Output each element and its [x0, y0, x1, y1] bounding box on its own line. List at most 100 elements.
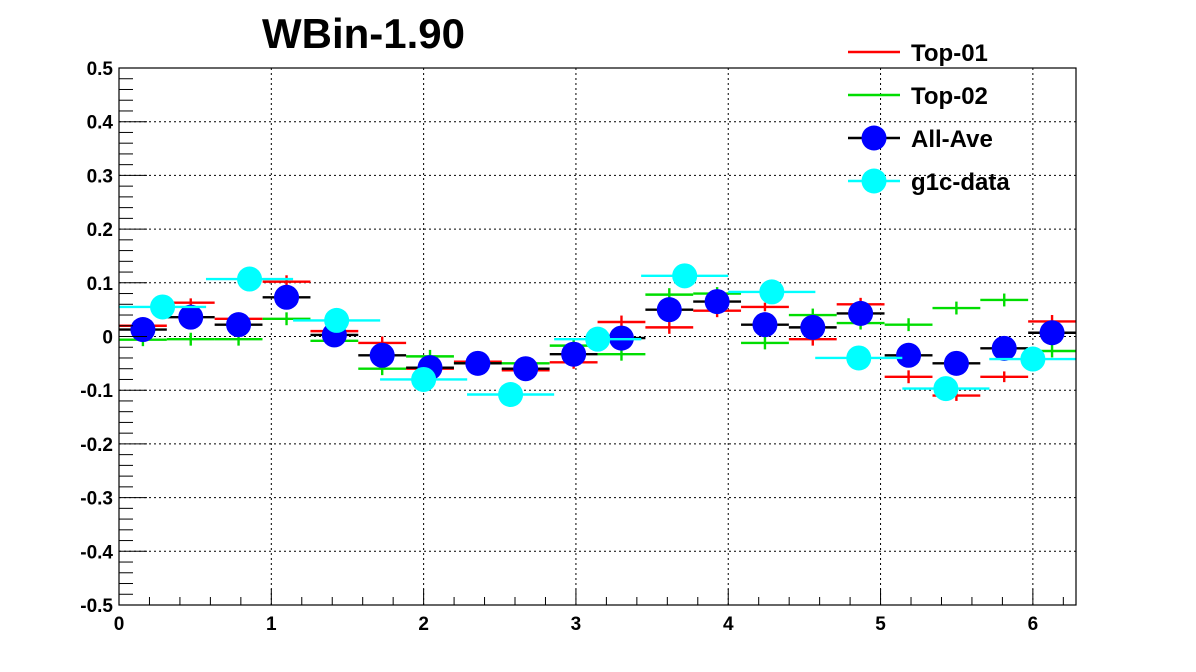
x-tick-label: 2 [418, 614, 429, 635]
data-point [262, 284, 311, 310]
legend-item-top-01: Top-01 [848, 40, 988, 67]
data-point [693, 289, 742, 315]
marker [1039, 320, 1065, 346]
marker [274, 284, 300, 310]
marker [991, 335, 1017, 361]
data-point [262, 312, 311, 326]
data-point [1028, 320, 1076, 346]
y-tick-label: 0.3 [87, 166, 113, 187]
data-point [205, 266, 294, 292]
data-point [554, 326, 642, 352]
data-point [293, 307, 381, 333]
data-point [453, 350, 502, 376]
series-g1c-data [119, 263, 1077, 407]
data-point [884, 318, 933, 332]
marker [585, 326, 611, 352]
data-point [166, 304, 215, 330]
marker [465, 350, 491, 376]
y-tick-label: 0.4 [87, 113, 114, 134]
x-tick-label: 5 [875, 614, 886, 635]
marker [656, 297, 682, 323]
marker [561, 341, 587, 367]
series-all-ave [119, 284, 1076, 382]
marker [943, 350, 969, 376]
marker [800, 314, 826, 340]
data-point [902, 376, 990, 402]
marker [896, 342, 922, 368]
data-point [836, 300, 885, 326]
data-point [728, 279, 816, 305]
marker [130, 317, 156, 343]
legend-label: Top-02 [911, 83, 988, 110]
x-tick-label: 6 [1028, 614, 1039, 635]
data-point [884, 342, 933, 368]
marker [226, 312, 252, 338]
data-point [741, 312, 789, 338]
data-point [119, 317, 167, 343]
data-point [980, 371, 1029, 383]
y-tick-label: -0.5 [80, 596, 113, 617]
data-point [467, 381, 555, 407]
data-point [741, 336, 789, 350]
marker [1020, 346, 1046, 372]
data-point [989, 346, 1077, 372]
marker [752, 312, 778, 338]
marker [178, 304, 204, 330]
data-point [645, 320, 694, 334]
legend-label: Top-01 [911, 40, 988, 67]
legend-swatch-marker [861, 168, 887, 194]
marker [672, 263, 698, 289]
y-tick-label: -0.3 [80, 489, 113, 510]
marker [933, 376, 959, 402]
series-group [119, 263, 1077, 407]
x-tick-label: 3 [571, 614, 582, 635]
x-tick-label: 0 [114, 614, 125, 635]
data-point [501, 356, 550, 382]
data-point [980, 293, 1029, 307]
data-point [980, 335, 1029, 361]
data-point [932, 350, 981, 376]
legend-item-top-02: Top-02 [848, 83, 988, 110]
legend-item-all-ave: All-Ave [848, 125, 993, 153]
data-point [214, 312, 263, 338]
marker [846, 345, 872, 371]
marker [150, 294, 176, 320]
legend: Top-01 Top-02 All-Ave g1c-data [848, 40, 1010, 196]
y-tick-label: -0.1 [80, 381, 113, 402]
marker [411, 366, 437, 392]
data-point [741, 302, 789, 312]
marker [369, 342, 395, 368]
y-tick-label: 0.5 [87, 59, 114, 80]
marker [513, 356, 539, 382]
x-tick-label: 1 [266, 614, 277, 635]
data-point [884, 370, 933, 384]
data-point [119, 294, 207, 320]
marker [324, 307, 350, 333]
marker [237, 266, 263, 292]
chart-title: WBin-1.90 [262, 10, 465, 57]
y-tick-label: 0 [102, 328, 113, 349]
data-point [815, 345, 903, 371]
marker [759, 279, 785, 305]
legend-swatch-marker [861, 125, 887, 151]
y-tick-label: 0.1 [87, 274, 114, 295]
data-point [932, 301, 981, 315]
data-point [358, 342, 407, 368]
data-point [788, 314, 837, 340]
marker [704, 289, 730, 315]
axes: 0 1 2 3 4 5 6 -0.5 -0.4 -0.3 -0.2 -0.1 0 0.1 0.2 0.3 0.4… [80, 59, 1064, 635]
legend-label: All-Ave [911, 126, 993, 153]
x-tick-label: 4 [723, 614, 734, 635]
y-tick-label: -0.2 [80, 435, 113, 456]
legend-item-g1c-data: g1c-data [848, 168, 1010, 196]
y-tick-label: -0.4 [80, 542, 113, 563]
data-point [641, 263, 729, 289]
marker [848, 300, 874, 326]
data-point [380, 366, 468, 392]
legend-label: g1c-data [911, 169, 1010, 196]
marker [498, 381, 524, 407]
y-tick-label: 0.2 [87, 220, 113, 241]
data-point [645, 297, 694, 323]
data-point [166, 332, 215, 346]
